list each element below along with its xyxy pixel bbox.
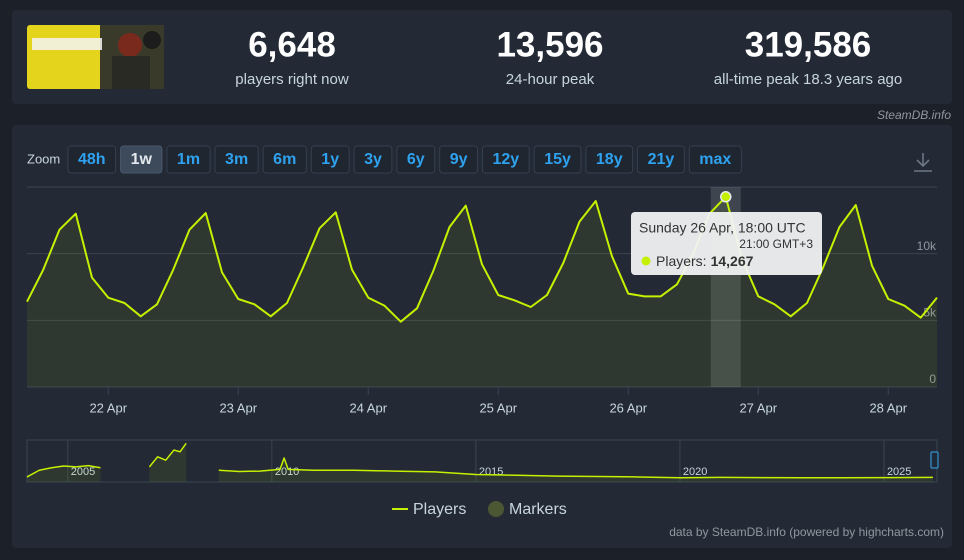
zoom-button-bg [353, 145, 393, 174]
tooltip-value: 14,267 [711, 253, 754, 269]
zoom-button-label: 1w [131, 151, 153, 168]
y-tick-label: 0 [929, 372, 936, 386]
zoom-button[interactable]: 3m [214, 145, 259, 174]
tooltip-subtitle: 21:00 GMT+3 [739, 237, 813, 251]
hover-point [720, 191, 732, 203]
zoom-button-bg [310, 145, 350, 174]
stat-label: 24-hour peak [506, 71, 595, 88]
navigator-tick-label: 2020 [683, 466, 707, 478]
x-tick-label: 27 Apr [739, 400, 777, 415]
tooltip-box [631, 212, 822, 275]
stat-value: 6,648 [248, 25, 336, 64]
stat-value: 13,596 [496, 25, 603, 64]
zoom-button-bg [214, 145, 259, 174]
series-line [26, 195, 938, 323]
credit: data by SteamDB.info (powered by highcha… [669, 525, 944, 539]
zoom-button-label: 1y [321, 151, 339, 168]
zoom-button[interactable]: 6m [262, 145, 307, 174]
navigator-line-area [27, 443, 933, 482]
x-tick-label: 23 Apr [219, 400, 257, 415]
zoom-button-bg [585, 145, 634, 174]
navigator-handle[interactable] [930, 451, 939, 469]
zoom-button-bg [637, 145, 685, 174]
zoom-button[interactable]: 9y [439, 145, 478, 174]
zoom-button-bg [120, 145, 163, 174]
y-tick-label: 10k [917, 239, 937, 253]
zoom-button-label: max [699, 151, 731, 168]
zoom-button[interactable]: max [688, 145, 742, 174]
stat-label: all-time peak 18.3 years ago [714, 71, 902, 88]
stat-value: 319,586 [745, 25, 872, 64]
x-tick-label: 25 Apr [479, 400, 517, 415]
navigator-tick-label: 2005 [71, 466, 95, 478]
zoom-button[interactable]: 18y [585, 145, 634, 174]
zoom-button[interactable]: 21y [637, 145, 685, 174]
zoom-button-label: 15y [544, 151, 571, 168]
legend-label[interactable]: Players [413, 501, 466, 518]
zoom-button[interactable]: 48h [67, 145, 117, 174]
zoom-button-bg [533, 145, 582, 174]
tooltip-title: Sunday 26 Apr, 18:00 UTC [639, 220, 806, 236]
game-image [27, 25, 164, 89]
zoom-button-bg [439, 145, 478, 174]
x-tick-label: 28 Apr [869, 400, 907, 415]
zoom-button-bg [262, 145, 307, 174]
zoom-button[interactable]: 3y [353, 145, 393, 174]
zoom-button-label: 21y [648, 151, 675, 168]
legend-label[interactable]: Markers [509, 501, 567, 518]
x-tick-label: 24 Apr [349, 400, 387, 415]
zoom-button-label: 18y [596, 151, 623, 168]
stat-label: players right now [235, 71, 349, 88]
zoom-button[interactable]: 1m [166, 145, 211, 174]
zoom-button-bg [481, 145, 530, 174]
tooltip-dot [641, 256, 651, 266]
stats-card [12, 10, 952, 104]
navigator-line [26, 442, 933, 479]
zoom-button[interactable]: 6y [396, 145, 436, 174]
zoom-button-label: 6m [273, 151, 296, 168]
navigator-tick-label: 2025 [887, 466, 911, 478]
zoom-button-label: 9y [450, 151, 468, 168]
zoom-button-label: 12y [492, 151, 519, 168]
zoom-button-label: 6y [407, 151, 425, 168]
zoom-button[interactable]: 1y [310, 145, 350, 174]
zoom-button[interactable]: 1w [120, 145, 163, 174]
tooltip-series: Players: [656, 253, 707, 269]
zoom-button-bg [688, 145, 742, 174]
zoom-button-label: 3y [364, 151, 382, 168]
download-icon[interactable] [914, 153, 932, 172]
zoom-button-bg [166, 145, 211, 174]
zoom-button[interactable]: 12y [481, 145, 530, 174]
zoom-button-bg [396, 145, 436, 174]
tooltip-line: Players: 14,267 [656, 253, 754, 269]
legend-symbol [488, 501, 504, 517]
zoom-label: Zoom [27, 151, 60, 166]
site-credit: SteamDB.info [877, 108, 951, 122]
zoom-button-label: 1m [177, 151, 200, 168]
zoom-button-label: 3m [225, 151, 248, 168]
x-tick-label: 26 Apr [609, 400, 647, 415]
legend: Players Markers [392, 501, 567, 518]
zoom-button-bg [67, 145, 117, 174]
x-tick-label: 22 Apr [89, 400, 127, 415]
zoom-button[interactable]: 15y [533, 145, 582, 174]
zoom-button-label: 48h [78, 151, 106, 168]
